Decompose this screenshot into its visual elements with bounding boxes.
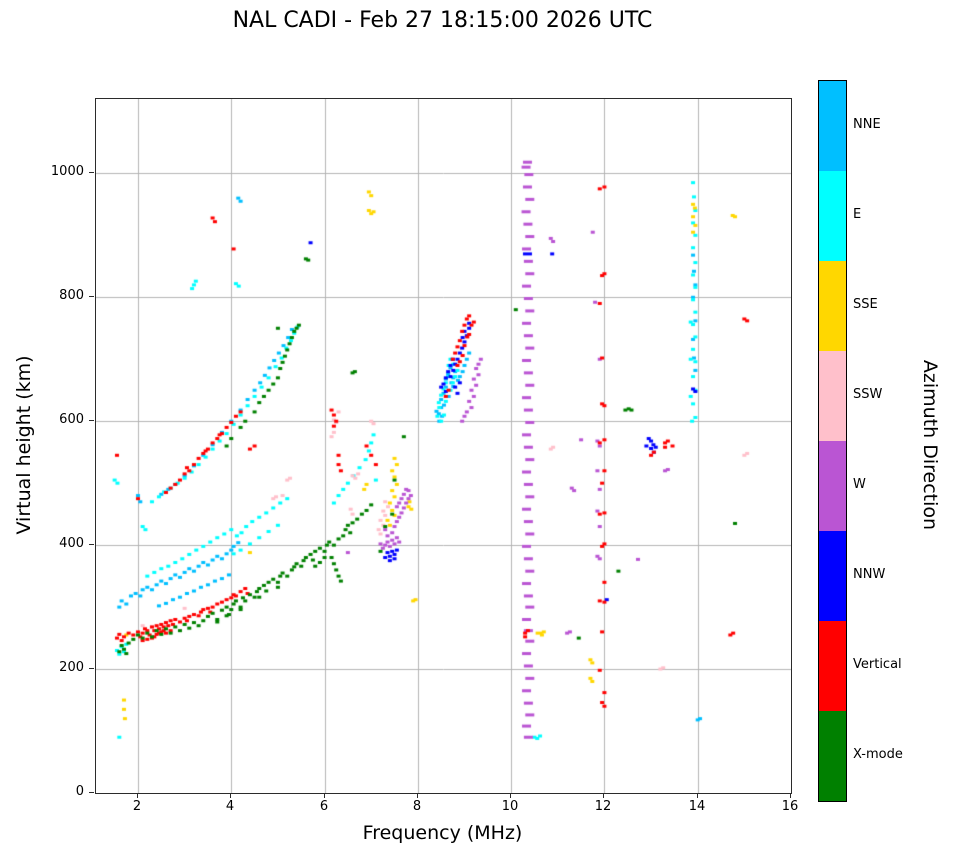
colorbar-segment-nnw [819, 531, 846, 621]
colorbar-label-vertical: Vertical [853, 657, 902, 672]
y-tick-label: 1000 [50, 164, 84, 179]
x-tick-label: 14 [688, 799, 706, 814]
x-tick-label: 8 [412, 799, 422, 814]
colorbar-title: Azimuth Direction [919, 359, 941, 531]
x-tick-mark [230, 793, 231, 798]
colorbar-segment-sse [819, 261, 846, 351]
colorbar-label-nne: NNE [853, 117, 881, 132]
x-tick-mark [324, 793, 325, 798]
x-tick-mark [417, 793, 418, 798]
x-tick-label: 6 [319, 799, 329, 814]
y-tick-mark [89, 668, 94, 669]
colorbar-label-sse: SSE [853, 297, 878, 312]
x-tick-label: 12 [594, 799, 612, 814]
colorbar-label-nnw: NNW [853, 567, 886, 582]
x-tick-mark [137, 793, 138, 798]
plot-area [95, 98, 792, 794]
y-tick-label: 400 [59, 536, 84, 551]
colorbar-segment-w [819, 441, 846, 531]
y-tick-label: 200 [59, 660, 84, 675]
y-tick-mark [89, 296, 94, 297]
colorbar-segment-e [819, 171, 846, 261]
y-tick-label: 0 [75, 784, 84, 799]
y-tick-label: 600 [59, 412, 84, 427]
y-tick-mark [89, 172, 94, 173]
x-tick-mark [510, 793, 511, 798]
y-tick-mark [89, 792, 94, 793]
colorbar-segment-vertical [819, 621, 846, 711]
colorbar-segment-nne [819, 81, 846, 171]
x-tick-label: 4 [225, 799, 235, 814]
colorbar [818, 80, 847, 802]
colorbar-label-ssw: SSW [853, 387, 883, 402]
x-tick-mark [790, 793, 791, 798]
colorbar-label-w: W [853, 477, 866, 492]
x-tick-label: 16 [781, 799, 799, 814]
x-tick-mark [603, 793, 604, 798]
colorbar-segment-ssw [819, 351, 846, 441]
x-tick-label: 10 [501, 799, 519, 814]
colorbar-label-e: E [853, 207, 862, 222]
y-tick-mark [89, 544, 94, 545]
x-tick-label: 2 [132, 799, 142, 814]
y-tick-mark [89, 420, 94, 421]
scatter-canvas [96, 99, 791, 793]
colorbar-label-x-mode: X-mode [853, 747, 903, 762]
chart-title: NAL CADI - Feb 27 18:15:00 2026 UTC [232, 8, 653, 33]
x-tick-mark [697, 793, 698, 798]
colorbar-segment-x-mode [819, 711, 846, 801]
y-axis-label: Virtual height (km) [13, 355, 35, 535]
y-tick-label: 800 [59, 288, 84, 303]
x-axis-label: Frequency (MHz) [362, 822, 523, 844]
